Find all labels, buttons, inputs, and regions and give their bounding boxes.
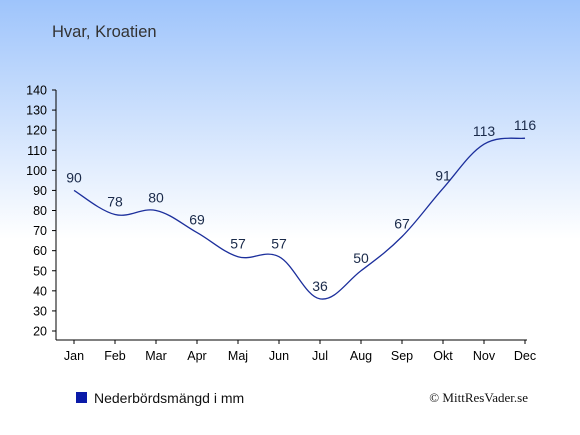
y-tick-label: 120 (26, 124, 47, 138)
data-label: 36 (312, 278, 328, 294)
x-tick-label: Okt (433, 349, 453, 363)
y-tick-label: 20 (33, 325, 47, 339)
x-tick-label: Jun (269, 349, 289, 363)
y-tick-label: 60 (33, 244, 47, 258)
x-tick-label: Jan (64, 349, 84, 363)
y-tick-label: 140 (26, 84, 47, 98)
data-label: 57 (230, 236, 246, 252)
y-tick-label: 30 (33, 304, 47, 318)
x-tick-label: Apr (187, 349, 206, 363)
legend-marker (76, 392, 87, 403)
chart-title: Hvar, Kroatien (52, 23, 157, 41)
data-label: 80 (148, 190, 164, 206)
series-line (73, 137, 526, 300)
y-tick-label: 70 (33, 224, 47, 238)
y-tick-label: 50 (33, 264, 47, 278)
x-tick-label: Aug (350, 349, 372, 363)
data-label: 113 (473, 123, 496, 139)
y-tick-label: 80 (33, 204, 47, 218)
data-label: 69 (189, 212, 205, 228)
data-labels: 90 78 80 69 57 57 36 50 67 91 113 116 (66, 117, 536, 294)
axes: 20 30 40 50 60 70 80 90 100 110 120 130 140 Jan Feb Mar… (26, 84, 536, 364)
x-tick-label: Feb (104, 349, 126, 363)
x-tick-label: Sep (391, 349, 413, 363)
x-tick-label: Mar (145, 349, 167, 363)
copyright-text: © MittResVader.se (429, 390, 528, 405)
data-label: 57 (271, 236, 287, 252)
y-tick-label: 130 (26, 104, 47, 118)
x-tick-label: Maj (228, 349, 248, 363)
legend-label: Nederbördsmängd i mm (94, 390, 244, 406)
y-tick-label: 100 (26, 164, 47, 178)
data-label: 116 (514, 117, 537, 133)
series-layer (73, 137, 526, 300)
y-tick-label: 90 (33, 184, 47, 198)
y-tick-label: 110 (27, 144, 47, 158)
data-label: 91 (435, 167, 451, 183)
data-label: 50 (353, 250, 369, 266)
x-tick-label: Jul (312, 349, 328, 363)
y-tick-label: 40 (33, 284, 47, 298)
data-label: 90 (66, 169, 82, 185)
data-label: 78 (107, 194, 123, 210)
data-label: 67 (394, 216, 410, 232)
x-tick-label: Dec (514, 349, 536, 363)
x-tick-label: Nov (473, 349, 496, 363)
